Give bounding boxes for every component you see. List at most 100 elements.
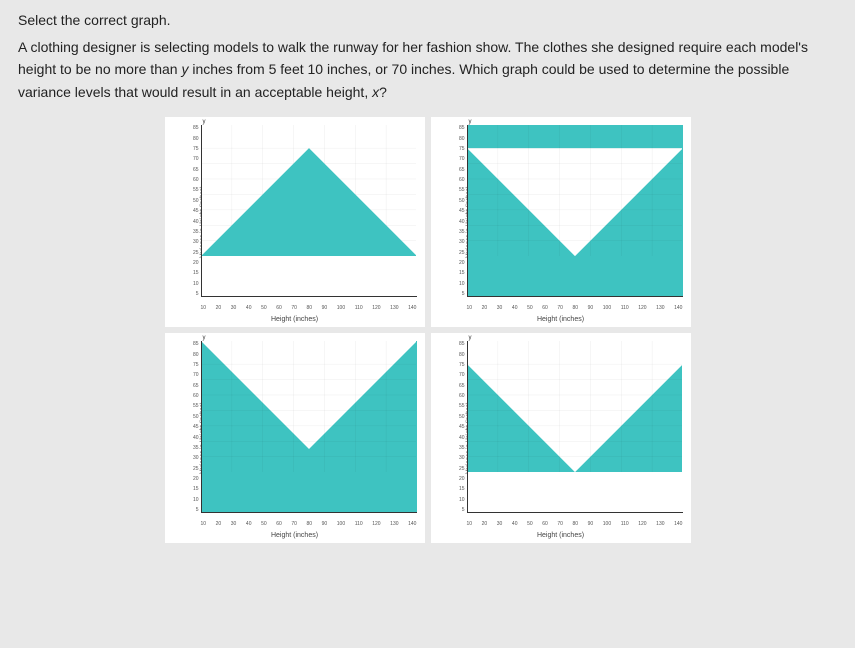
x-tick: 20: [216, 305, 222, 311]
x-tick: 100: [603, 521, 611, 527]
x-tick: 10: [467, 305, 473, 311]
x-tick: 140: [674, 521, 682, 527]
x-tick: 90: [322, 521, 328, 527]
y-tick: 15: [451, 270, 465, 276]
y-tick: 30: [185, 455, 199, 461]
plot-area: [467, 125, 683, 297]
x-tick: 120: [638, 305, 646, 311]
chart-top-left[interactable]: y Variance in Height (inches) 1020304050…: [165, 117, 425, 327]
y-tick: 65: [451, 383, 465, 389]
y-tick: 75: [451, 146, 465, 152]
y-tick: 55: [185, 187, 199, 193]
q-part3: ?: [379, 84, 387, 100]
x-tick: 50: [527, 521, 533, 527]
x-tick: 130: [656, 521, 664, 527]
x-tick: 30: [497, 305, 503, 311]
x-tick: 10: [201, 521, 207, 527]
x-tick: 20: [216, 521, 222, 527]
y-tick: 80: [451, 136, 465, 142]
y-tick: 70: [451, 372, 465, 378]
x-tick: 50: [261, 521, 267, 527]
y-tick: 30: [451, 239, 465, 245]
chart-shape: [201, 341, 417, 472]
y-tick: 40: [451, 219, 465, 225]
y-tick: 30: [451, 455, 465, 461]
y-tick: 60: [451, 393, 465, 399]
y-ticks: 510152025303540455055606570758085: [185, 341, 199, 513]
y-axis: [201, 125, 202, 297]
x-tick: 20: [482, 521, 488, 527]
x-tick: 70: [291, 521, 297, 527]
y-tick: 25: [185, 466, 199, 472]
y-tick: 45: [185, 208, 199, 214]
x-axis: [201, 512, 417, 513]
y-tick: 55: [451, 187, 465, 193]
x-axis-label: Height (inches): [271, 316, 318, 323]
y-tick: 35: [185, 229, 199, 235]
chart-top-right[interactable]: y Variance in Height (inches) 1020304050…: [431, 117, 691, 327]
y-tick: 45: [451, 424, 465, 430]
y-tick: 70: [185, 156, 199, 162]
x-tick: 20: [482, 305, 488, 311]
x-tick: 80: [572, 305, 578, 311]
y-tick: 20: [451, 260, 465, 266]
y-tick: 5: [451, 507, 465, 513]
x-tick: 130: [656, 305, 664, 311]
y-tick: 45: [185, 424, 199, 430]
y-tick: 60: [451, 177, 465, 183]
y-tick: 10: [185, 497, 199, 503]
x-tick: 80: [306, 305, 312, 311]
y-tick: 85: [185, 125, 199, 131]
x-tick: 70: [291, 305, 297, 311]
x-tick: 60: [276, 521, 282, 527]
x-tick: 80: [572, 521, 578, 527]
y-tick: 80: [185, 352, 199, 358]
y-tick: 50: [185, 198, 199, 204]
x-tick: 140: [408, 521, 416, 527]
x-tick: 50: [261, 305, 267, 311]
y-tick: 25: [185, 250, 199, 256]
x-tick: 90: [588, 305, 594, 311]
x-axis-label: Height (inches): [271, 532, 318, 539]
y-tick: 20: [185, 476, 199, 482]
y-tick: 15: [185, 270, 199, 276]
y-tick: 35: [451, 445, 465, 451]
x-tick: 40: [512, 305, 518, 311]
x-ticks: 102030405060708090100110120130140: [201, 521, 417, 527]
y-tick: 50: [185, 414, 199, 420]
x-tick: 50: [527, 305, 533, 311]
x-tick: 90: [588, 521, 594, 527]
y-tick: 45: [451, 208, 465, 214]
y-tick: 5: [185, 507, 199, 513]
y-tick: 60: [185, 393, 199, 399]
x-tick: 110: [621, 305, 629, 311]
y-tick: 80: [451, 352, 465, 358]
x-tick: 30: [497, 521, 503, 527]
y-ticks: 510152025303540455055606570758085: [451, 341, 465, 513]
y-tick: 75: [451, 362, 465, 368]
x-tick: 10: [467, 521, 473, 527]
y-tick: 80: [185, 136, 199, 142]
x-tick: 70: [557, 305, 563, 311]
y-tick: 20: [185, 260, 199, 266]
y-tick: 75: [185, 146, 199, 152]
y-tick: 85: [451, 125, 465, 131]
y-tick: 40: [451, 435, 465, 441]
x-tick: 90: [322, 305, 328, 311]
chart-bottom-left[interactable]: y Variance in Height (inches) 1020304050…: [165, 333, 425, 543]
x-tick: 100: [603, 305, 611, 311]
y-tick: 30: [185, 239, 199, 245]
y-tick: 65: [185, 167, 199, 173]
x-ticks: 102030405060708090100110120130140: [467, 521, 683, 527]
x-tick: 30: [231, 305, 237, 311]
y-tick: 55: [451, 403, 465, 409]
question-prompt: Select the correct graph.: [18, 12, 837, 28]
chart-shape: [201, 125, 417, 256]
y-tick: 50: [451, 198, 465, 204]
x-axis: [467, 512, 683, 513]
y-tick: 5: [451, 291, 465, 297]
y-axis: [467, 341, 468, 513]
y-tick: 10: [451, 281, 465, 287]
x-tick: 120: [638, 521, 646, 527]
chart-bottom-right[interactable]: y Variance in Height (inches) 1020304050…: [431, 333, 691, 543]
